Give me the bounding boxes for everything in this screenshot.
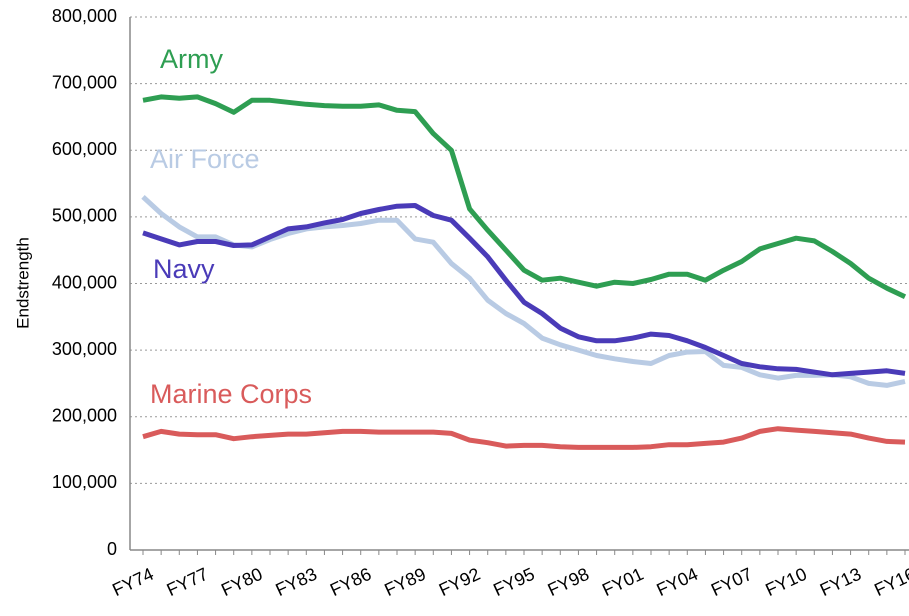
x-tick-label: FY95 [490, 564, 537, 600]
x-tick-label: FY10 [762, 564, 809, 600]
y-tick-label: 100,000 [52, 472, 117, 492]
x-tick-label: FY74 [109, 564, 156, 600]
y-tick-label: 200,000 [52, 406, 117, 426]
y-axis-label: Endstrength [13, 237, 32, 329]
y-tick-label: 400,000 [52, 272, 117, 292]
y-tick-label: 300,000 [52, 339, 117, 359]
y-tick-label: 0 [107, 539, 117, 559]
x-tick-label: FY98 [545, 564, 592, 600]
series-line [142, 426, 906, 450]
x-tick-label: FY77 [164, 564, 211, 600]
series-line [141, 195, 906, 388]
x-tick-label: FY13 [817, 564, 864, 600]
series-label: Army [160, 44, 223, 74]
y-tick-label: 700,000 [52, 72, 117, 92]
y-tick-label: 500,000 [52, 206, 117, 226]
x-tick-label: FY01 [599, 564, 646, 600]
y-tick-label: 800,000 [52, 6, 117, 26]
series-label: Navy [153, 254, 215, 284]
x-tick-label: FY07 [708, 564, 755, 600]
series-label: Air Force [150, 144, 260, 174]
series-line [142, 203, 906, 378]
x-tick-label: FY04 [654, 564, 701, 600]
x-tick-label: FY83 [273, 564, 320, 600]
x-tick-label: FY16 [871, 564, 909, 600]
x-tick-label: FY80 [218, 564, 265, 600]
x-tick-label: FY89 [381, 564, 428, 600]
x-tick-label: FY86 [327, 564, 374, 600]
series-label: Marine Corps [150, 379, 312, 409]
series-line [142, 94, 907, 300]
x-tick-label: FY92 [436, 564, 483, 600]
y-tick-label: 600,000 [52, 139, 117, 159]
